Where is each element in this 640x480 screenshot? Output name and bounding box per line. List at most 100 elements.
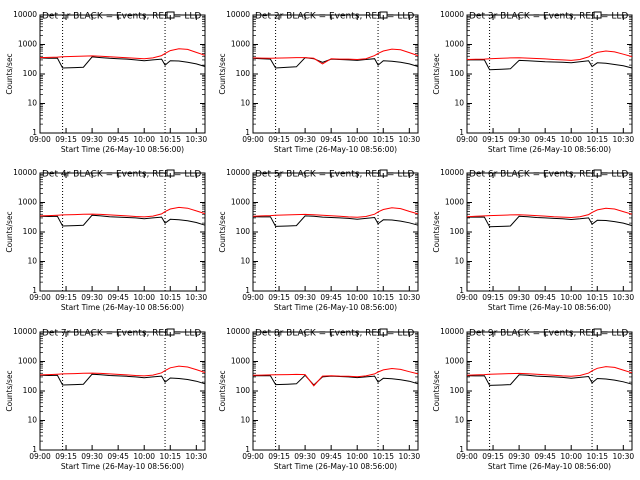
x-tick-label: 09:15 [268, 452, 290, 461]
x-axis-label: Start Time (26-May-10 08:56:00) [274, 145, 397, 154]
events-series-line [253, 374, 419, 386]
lld-series-line [466, 50, 633, 61]
x-tick-label: 09:00 [456, 293, 478, 302]
x-tick-label: 10:00 [346, 293, 368, 302]
x-tick-label: 09:30 [508, 135, 530, 144]
detector-panel: Det 1r BLACK = Events, RED = LLD 1 10 100 10… [5, 10, 207, 154]
panel-title: Det 7r BLACK = Events, RED = LLD [42, 329, 201, 339]
x-tick-label: 09:15 [482, 135, 504, 144]
x-axis-label: Start Time (26-May-10 08:56:00) [488, 145, 611, 154]
plot-frame [252, 331, 419, 451]
y-tick-label: 100 [450, 386, 465, 395]
y-tick-label: 1 [32, 128, 37, 137]
y-axis-label: Counts/sec [5, 211, 14, 252]
x-tick-label: 10:30 [186, 135, 208, 144]
plot-frame [39, 172, 206, 292]
y-tick-label: 100 [236, 386, 251, 395]
y-tick-label: 1000 [445, 357, 464, 366]
panel-title: Det 4r BLACK = Events, RED = LLD [42, 170, 201, 180]
x-tick-label: 09:15 [55, 452, 77, 461]
x-tick-label: 09:30 [81, 135, 103, 144]
lld-series-line [466, 366, 633, 377]
x-tick-label: 10:15 [159, 135, 181, 144]
detector-panel: Det 5r BLACK = Events, RED = LLD 1 10 100 10… [218, 168, 420, 312]
y-tick-label: 10000 [440, 10, 464, 19]
x-tick-label: 09:00 [29, 135, 51, 144]
x-tick-label: 10:00 [346, 135, 368, 144]
y-tick-label: 10000 [13, 327, 37, 336]
lld-series-line [252, 48, 419, 65]
x-tick-label: 09:45 [107, 452, 129, 461]
y-tick-label: 100 [23, 69, 38, 78]
y-tick-label: 1000 [445, 198, 464, 207]
y-axis-label: Counts/sec [432, 370, 441, 411]
y-axis-label: Counts/sec [5, 53, 14, 94]
y-axis-label: Counts/sec [218, 370, 227, 411]
y-tick-label: 1000 [18, 40, 37, 49]
x-tick-label: 10:00 [346, 452, 368, 461]
x-tick-label: 09:45 [320, 135, 342, 144]
x-tick-label: 10:00 [133, 135, 155, 144]
y-tick-label: 1000 [445, 40, 464, 49]
y-tick-label: 1000 [231, 198, 250, 207]
panel-title: Det 1r BLACK = Events, RED = LLD [42, 12, 201, 22]
y-tick-label: 10 [454, 257, 464, 266]
x-tick-label: 10:15 [586, 293, 608, 302]
y-tick-label: 100 [23, 386, 38, 395]
detector-panel: Det 9r BLACK = Events, RED = LLD 1 10 100 10… [432, 327, 634, 471]
x-tick-label: 10:15 [159, 452, 181, 461]
x-tick-label: 09:45 [320, 293, 342, 302]
events-series-line [39, 214, 206, 227]
y-tick-label: 10000 [226, 168, 250, 177]
y-tick-label: 1000 [18, 198, 37, 207]
plot-frame [252, 14, 419, 134]
y-tick-label: 100 [236, 227, 251, 236]
x-tick-label: 10:30 [399, 293, 421, 302]
x-tick-label: 09:00 [29, 452, 51, 461]
y-tick-label: 10 [27, 416, 37, 425]
y-tick-label: 1 [245, 445, 250, 454]
x-tick-label: 10:30 [613, 452, 635, 461]
y-tick-label: 1 [245, 128, 250, 137]
x-tick-label: 10:00 [560, 293, 582, 302]
y-tick-label: 1 [459, 128, 464, 137]
y-tick-label: 1 [32, 286, 37, 295]
x-tick-label: 09:00 [29, 293, 51, 302]
y-tick-label: 10000 [440, 168, 464, 177]
x-tick-label: 10:15 [586, 452, 608, 461]
x-tick-label: 09:00 [456, 135, 478, 144]
y-tick-label: 1000 [231, 357, 250, 366]
y-tick-label: 1000 [231, 40, 250, 49]
x-tick-label: 09:45 [320, 452, 342, 461]
detector-panel: Det 3r BLACK = Events, RED = LLD 1 10 100 10… [432, 10, 634, 154]
x-tick-label: 10:30 [186, 293, 208, 302]
x-tick-label: 10:30 [186, 452, 208, 461]
events-series-line [467, 215, 633, 228]
y-axis-label: Counts/sec [432, 53, 441, 94]
y-tick-label: 10 [27, 257, 37, 266]
y-axis-label: Counts/sec [218, 211, 227, 252]
y-tick-label: 10000 [226, 10, 250, 19]
x-tick-label: 09:30 [508, 293, 530, 302]
x-tick-label: 09:15 [482, 293, 504, 302]
x-tick-label: 09:30 [294, 293, 316, 302]
y-tick-label: 10 [240, 99, 250, 108]
lld-series-line [252, 367, 419, 387]
plot-frame [466, 172, 633, 292]
x-tick-label: 09:15 [482, 452, 504, 461]
y-axis-label: Counts/sec [432, 211, 441, 252]
x-tick-label: 09:00 [456, 452, 478, 461]
y-tick-label: 100 [450, 69, 465, 78]
x-tick-label: 10:30 [399, 135, 421, 144]
x-axis-label: Start Time (26-May-10 08:56:00) [61, 303, 184, 312]
lld-series-line [39, 365, 206, 377]
x-tick-label: 10:00 [560, 452, 582, 461]
events-series-line [39, 373, 206, 386]
detector-panel: Det 8r BLACK = Events, RED = LLD 1 10 100 10… [218, 327, 420, 471]
panel-title: Det 2r BLACK = Events, RED = LLD [255, 12, 414, 22]
plot-frame [39, 331, 206, 451]
x-tick-label: 10:15 [372, 452, 394, 461]
x-tick-label: 09:00 [242, 135, 264, 144]
x-tick-label: 09:45 [107, 293, 129, 302]
x-tick-label: 09:45 [534, 135, 556, 144]
